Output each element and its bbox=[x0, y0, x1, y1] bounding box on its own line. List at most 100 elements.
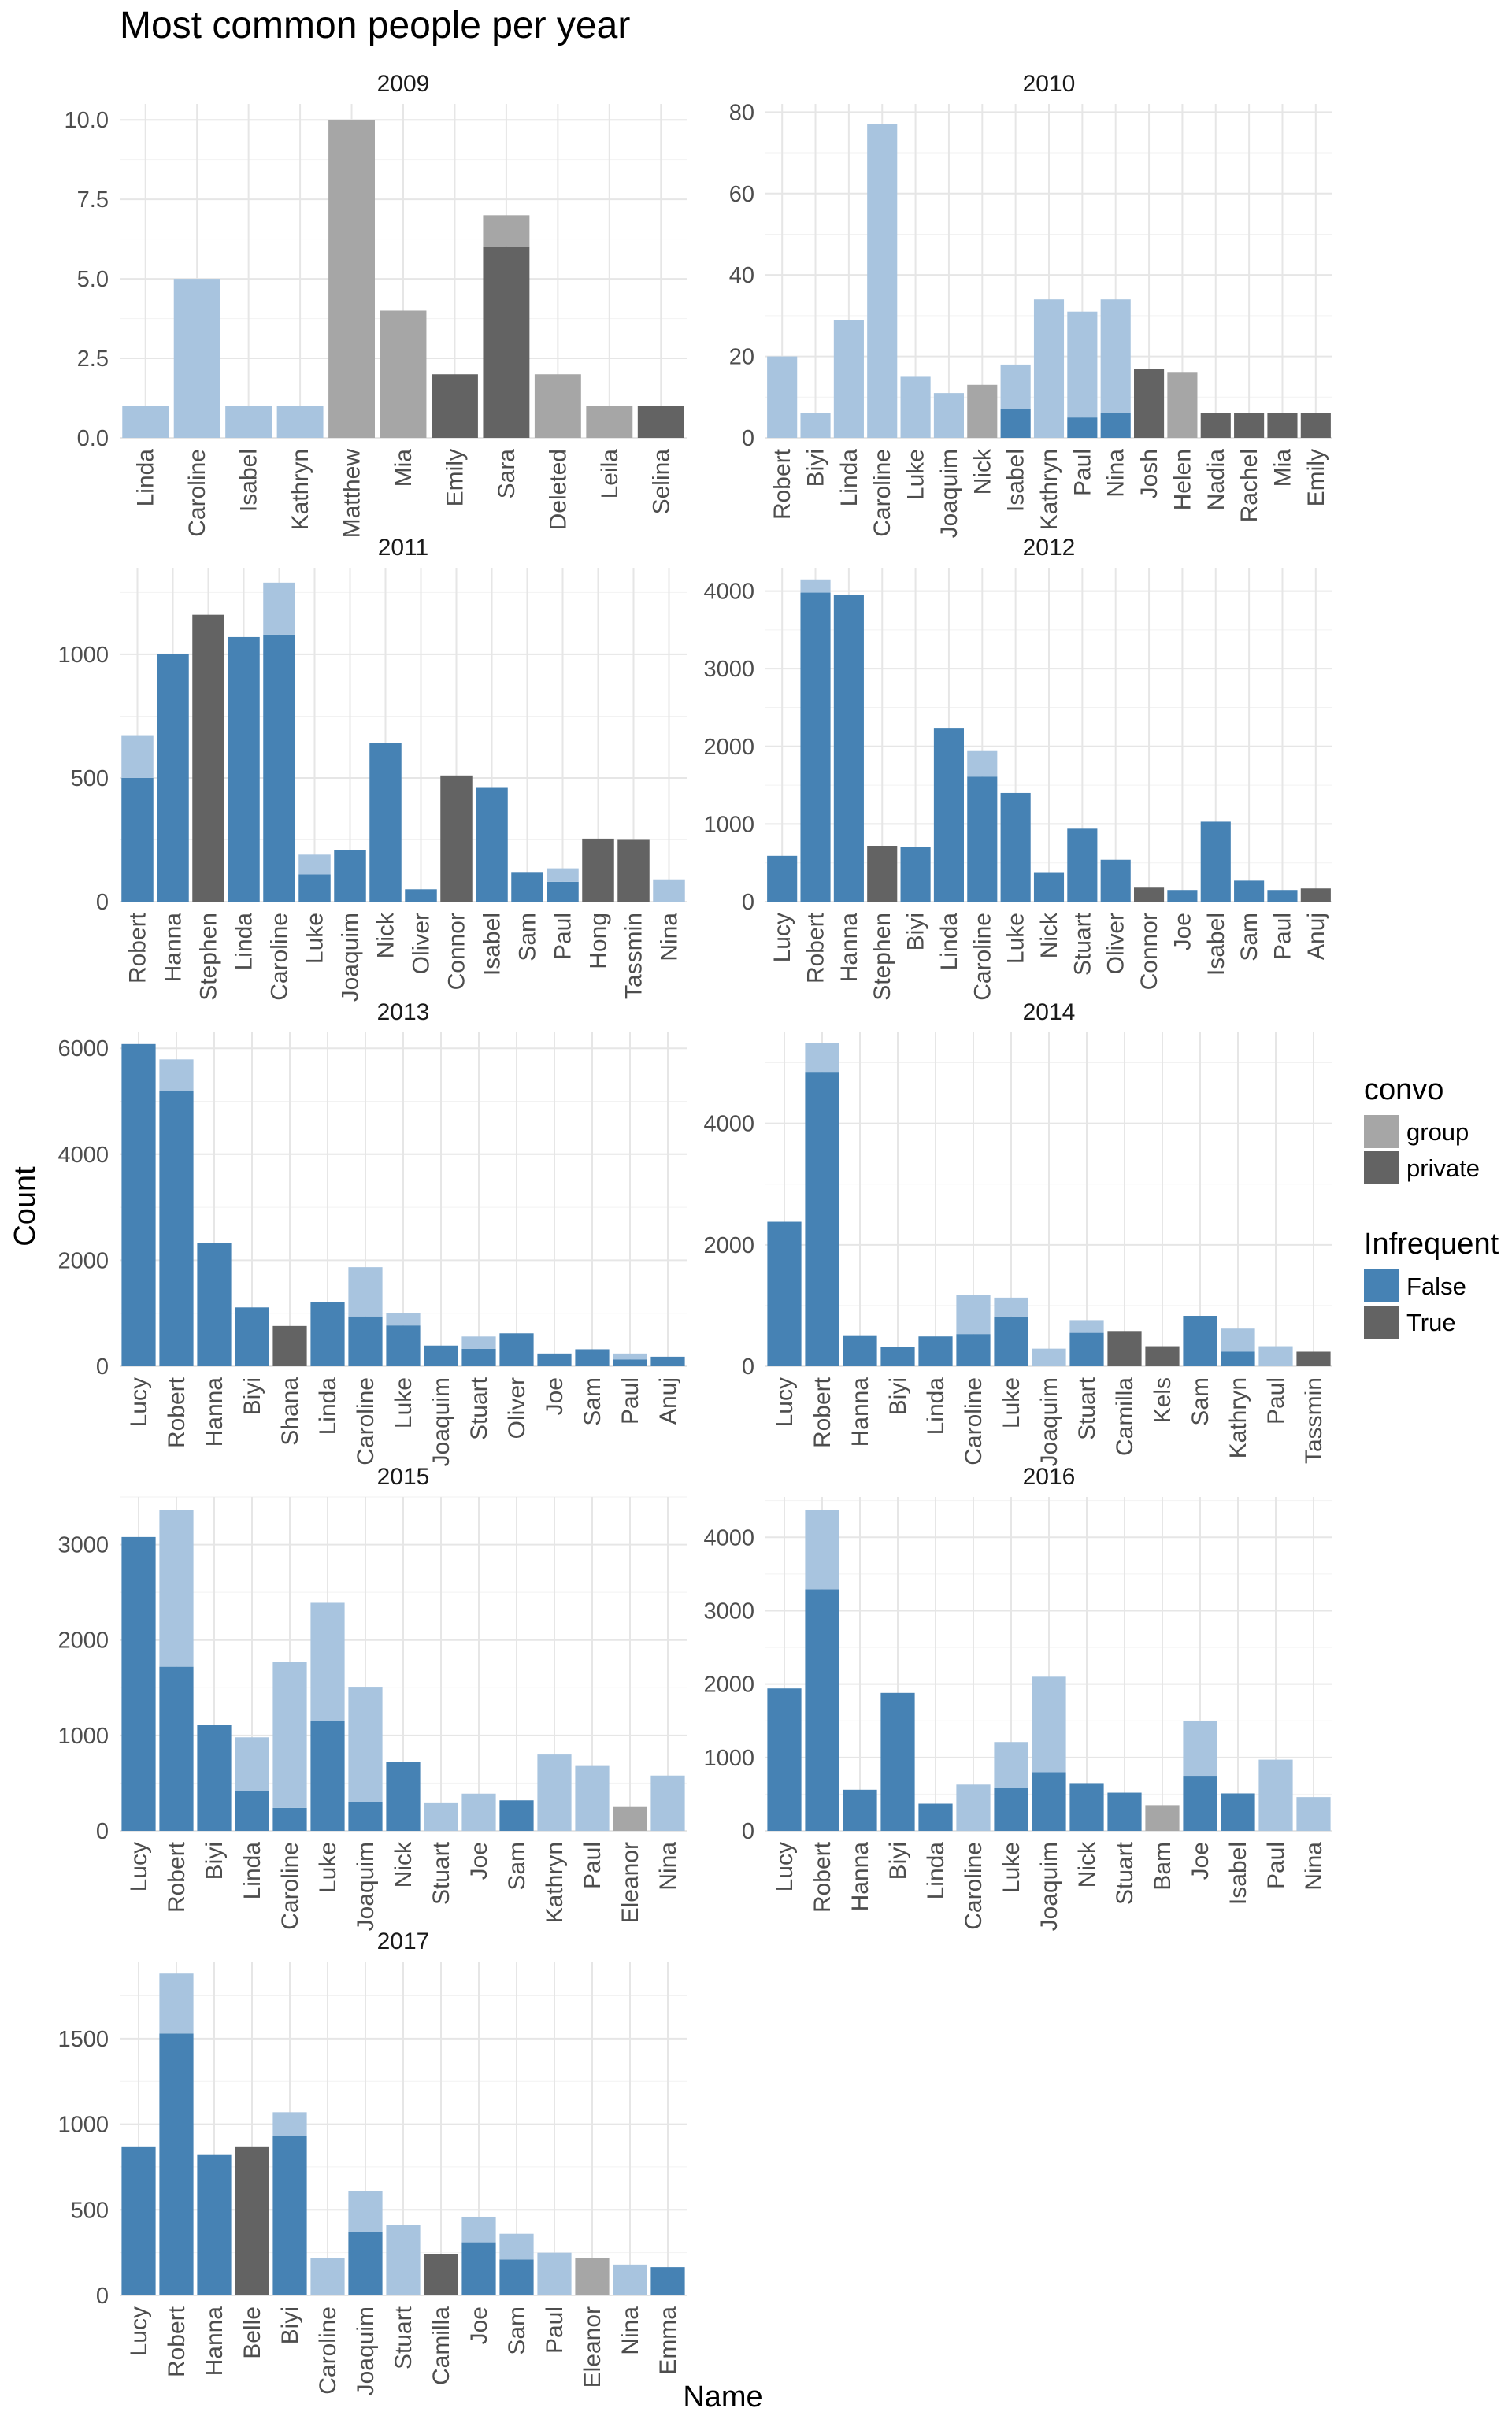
x-tick-label: Linda bbox=[836, 449, 862, 507]
x-tick-label: Hanna bbox=[847, 1377, 873, 1447]
x-tick-label: Luke bbox=[903, 449, 929, 500]
x-tick-label: Connor bbox=[444, 913, 470, 990]
panel-2017: 2017 0 500 1000 1500 Lucy Robert Hanna Belle Biyi… bbox=[57, 1928, 687, 2395]
bar-group-Paul bbox=[537, 2252, 572, 2295]
panel-title: 2014 bbox=[1023, 999, 1076, 1025]
bar-group-Joaquim bbox=[1032, 1348, 1066, 1366]
bar-private-Joe bbox=[1183, 1776, 1217, 1831]
bar-group-Sam bbox=[499, 2233, 534, 2260]
bar-private-Biyi bbox=[197, 1725, 232, 1831]
bar-private-Caroline bbox=[263, 634, 295, 902]
y-tick-label: 0 bbox=[96, 1819, 109, 1844]
bar-group-Eleanor bbox=[613, 1806, 647, 1831]
x-tick-label: Biyi bbox=[202, 1842, 228, 1880]
x-tick-label: Stuart bbox=[1074, 1376, 1100, 1440]
x-tick-label: Mia bbox=[1269, 449, 1295, 487]
bar-private-Joaquim bbox=[334, 850, 366, 902]
bar-private-Lucy bbox=[121, 2146, 156, 2295]
x-tick-label: Mia bbox=[391, 449, 417, 487]
x-tick-label: Connor bbox=[1136, 913, 1162, 990]
x-tick-label: Stuart bbox=[1112, 1841, 1138, 1905]
bar-private-Robert bbox=[800, 592, 831, 902]
bar-group-Caroline bbox=[956, 1295, 991, 1335]
bar-private-Oliver bbox=[1100, 859, 1131, 902]
bar-private-Emily bbox=[1300, 413, 1331, 438]
bar-private-Stuart bbox=[461, 1348, 496, 1366]
bar-group-Stuart bbox=[461, 1336, 496, 1349]
bar-private-Hanna bbox=[197, 1243, 232, 1366]
bar-group-Kathryn bbox=[537, 1754, 572, 1831]
x-tick-label: Robert bbox=[164, 1376, 190, 1448]
bar-private-Linda bbox=[310, 1302, 345, 1366]
x-tick-label: Luke bbox=[1003, 913, 1029, 964]
y-tick-label: 7.5 bbox=[77, 187, 109, 213]
x-tick-label: Lucy bbox=[126, 2306, 152, 2356]
y-tick-label: 4000 bbox=[57, 1143, 109, 1168]
x-tick-label: Nadia bbox=[1203, 449, 1229, 511]
bar-group-Caroline bbox=[956, 1784, 991, 1831]
bar-private-Emily bbox=[432, 374, 478, 438]
x-tick-label: Hanna bbox=[202, 1377, 228, 1447]
x-tick-label: Robert bbox=[810, 1376, 836, 1448]
x-tick-label: Kathryn bbox=[1036, 449, 1062, 530]
bar-group-Isabel bbox=[1000, 364, 1031, 409]
y-tick-label: 6000 bbox=[57, 1036, 109, 1061]
x-tick-label: Robert bbox=[164, 2306, 190, 2377]
bar-group-Robert bbox=[767, 356, 798, 438]
bar-private-Robert bbox=[159, 1666, 194, 1831]
bar-group-Kathryn bbox=[276, 406, 324, 438]
x-tick-label: Kels bbox=[1150, 1377, 1176, 1423]
bar-private-Joaquim bbox=[1032, 1772, 1066, 1831]
bar-private-Luke bbox=[994, 1788, 1028, 1831]
x-tick-label: Tassmin bbox=[1301, 1377, 1327, 1464]
bar-private-Robert bbox=[121, 777, 154, 902]
bar-private-Biyi bbox=[272, 2136, 307, 2295]
x-tick-label: Nina bbox=[1103, 449, 1129, 498]
x-tick-label: Joaquim bbox=[353, 2306, 379, 2395]
x-tick-label: Camilla bbox=[428, 2306, 454, 2385]
y-tick-label: 0.0 bbox=[77, 426, 109, 451]
bar-private-Rachel bbox=[1234, 413, 1265, 438]
x-tick-label: Linda bbox=[232, 913, 258, 971]
x-tick-label: Stuart bbox=[466, 1376, 492, 1440]
x-tick-label: Kathryn bbox=[287, 449, 313, 530]
bar-private-Kathryn bbox=[1221, 1351, 1255, 1366]
x-tick-label: Paul bbox=[542, 2306, 568, 2354]
bar-group-Joe bbox=[461, 2216, 496, 2243]
bar-group-Joaquim bbox=[348, 2191, 383, 2232]
y-tick-label: 4000 bbox=[703, 580, 754, 605]
bar-private-Sam bbox=[1183, 1316, 1217, 1366]
y-tick-label: 5.0 bbox=[77, 267, 109, 292]
bar-private-Hanna bbox=[833, 595, 864, 902]
legend-label: private bbox=[1406, 1154, 1480, 1182]
bar-private-Biyi bbox=[880, 1692, 915, 1831]
bar-private-Joaquim bbox=[348, 2232, 383, 2295]
x-tick-label: Emily bbox=[1303, 449, 1329, 506]
x-tick-label: Tassmin bbox=[621, 913, 647, 999]
bar-private-Caroline bbox=[348, 1316, 383, 1366]
y-tick-label: 3000 bbox=[703, 657, 754, 682]
bar-private-Sam bbox=[575, 1349, 610, 1366]
x-tick-label: Stephen bbox=[196, 913, 222, 1001]
bar-private-Belle bbox=[235, 2146, 269, 2295]
panel-2011: 2011 0 500 1000 Robert Hanna Stephen Linda Carol… bbox=[57, 535, 687, 1002]
panels: 2009 0.0 2.5 5.0 7.5 10.0 Linda Caroline Isabel K… bbox=[57, 71, 1332, 2395]
bar-group-Biyi bbox=[800, 413, 831, 438]
panel-title: 2015 bbox=[377, 1464, 430, 1490]
x-tick-label: Joaquim bbox=[428, 1377, 454, 1466]
x-tick-label: Biyi bbox=[803, 449, 829, 487]
bar-private-Lucy bbox=[767, 1221, 802, 1366]
y-axis-title: Count bbox=[9, 1166, 42, 1247]
x-tick-label: Bam bbox=[1150, 1842, 1176, 1891]
x-tick-label: Linda bbox=[315, 1377, 341, 1436]
bar-group-Caroline bbox=[263, 582, 295, 635]
bar-private-Linda bbox=[918, 1803, 953, 1831]
bar-group-Leila bbox=[586, 406, 633, 438]
bar-group-Linda bbox=[235, 1737, 269, 1791]
y-tick-label: 0 bbox=[96, 2284, 109, 2309]
bar-group-Paul bbox=[613, 1353, 647, 1360]
bar-private-Hanna bbox=[843, 1335, 877, 1366]
x-tick-label: Nina bbox=[657, 913, 683, 961]
bar-group-Luke bbox=[994, 1742, 1028, 1788]
